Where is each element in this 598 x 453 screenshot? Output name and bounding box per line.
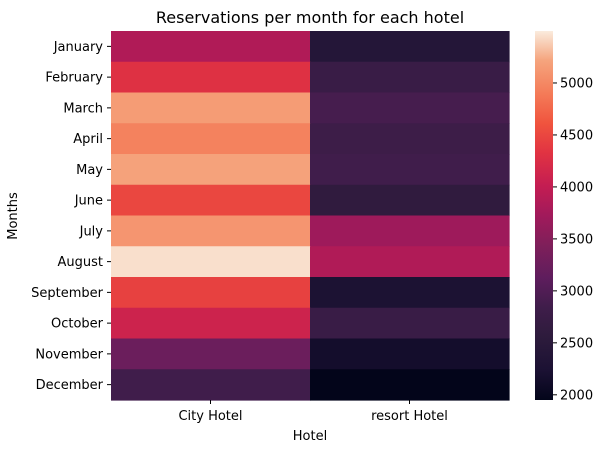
x-tick-label: City Hotel: [178, 409, 242, 424]
x-axis-label: Hotel: [293, 429, 327, 444]
colorbar-tick-label: 3500: [560, 232, 593, 247]
heatmap-cell: [111, 184, 311, 217]
heatmap-cell: [111, 307, 311, 340]
heatmap-cell: [310, 92, 510, 124]
heatmap-cell: [310, 246, 510, 278]
y-tick-label: October: [51, 317, 104, 332]
y-tick-label: May: [76, 163, 103, 178]
y-tick-label: July: [79, 224, 104, 239]
y-tick-label: August: [58, 255, 104, 270]
heatmap-cell: [111, 369, 311, 401]
y-tick-label: January: [53, 40, 104, 55]
y-axis-label: Months: [6, 192, 21, 240]
colorbar-tick-label: 4000: [560, 180, 593, 195]
heatmap-cell: [310, 338, 510, 370]
colorbar-tick-label: 3000: [560, 284, 593, 299]
heatmap-cell: [111, 215, 311, 247]
x-tick-label: resort Hotel: [371, 409, 448, 424]
heatmap-cells: [111, 31, 510, 401]
heatmap-cell: [111, 338, 311, 370]
colorbar: [535, 31, 553, 400]
colorbar-tick-label: 2000: [560, 388, 593, 403]
y-axis-ticks: January February March April May June July Augu…: [31, 40, 111, 393]
heatmap-cell: [111, 31, 311, 63]
heatmap-cell: [111, 246, 311, 278]
heatmap-cell: [310, 184, 510, 217]
colorbar-tick-label: 2500: [560, 336, 593, 351]
heatmap-cell: [310, 154, 510, 186]
heatmap-cell: [310, 307, 510, 340]
heatmap-cell: [310, 215, 510, 247]
heatmap-cell: [111, 277, 311, 309]
colorbar-ticks: 2000 2500 3000 3500 4000 4500 5000: [553, 76, 593, 403]
heatmap-cell: [111, 154, 311, 186]
heatmap-cell: [111, 92, 311, 124]
heatmap-cell: [111, 123, 311, 155]
y-tick-label: November: [35, 347, 103, 362]
chart-title: Reservations per month for each hotel: [156, 8, 464, 27]
y-tick-label: December: [36, 378, 104, 393]
y-tick-label: March: [63, 101, 103, 116]
heatmap-cell: [310, 31, 510, 63]
heatmap-cell: [310, 277, 510, 309]
x-axis-ticks: City Hotel resort Hotel: [178, 400, 448, 424]
colorbar-tick-label: 4500: [560, 128, 593, 143]
y-tick-label: June: [74, 194, 103, 209]
y-tick-label: April: [73, 132, 103, 147]
heatmap-cell: [310, 123, 510, 155]
colorbar-tick-label: 5000: [560, 76, 593, 91]
y-tick-label: February: [45, 71, 103, 86]
heatmap-cell: [111, 61, 311, 94]
heatmap-cell: [310, 61, 510, 94]
heatmap-cell: [310, 369, 510, 401]
y-tick-label: September: [31, 286, 104, 301]
